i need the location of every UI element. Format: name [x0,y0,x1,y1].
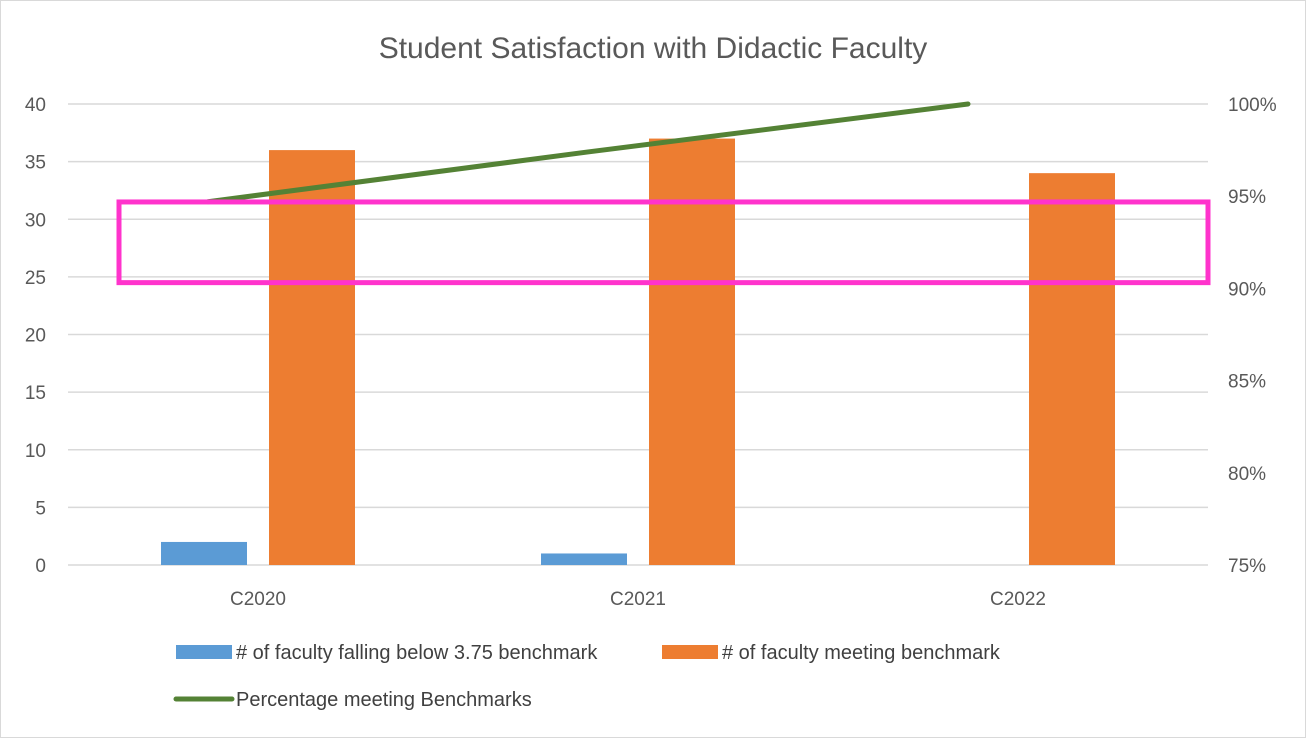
left-tick-label: 10 [25,441,46,462]
right-tick-label: 85% [1228,372,1266,393]
left-tick-label: 20 [25,326,46,347]
category-label: C2021 [610,589,666,610]
legend-label: # of faculty meeting benchmark [722,642,1001,664]
bar [161,541,247,565]
legend: # of faculty falling below 3.75 benchmar… [173,642,1001,711]
gridlines [68,103,1208,566]
right-tick-label: 80% [1228,464,1266,485]
left-tick-label: 0 [35,556,46,577]
bar [1029,173,1115,565]
category-label: C2020 [230,589,286,610]
category-label: C2022 [990,589,1046,610]
line-series [205,101,971,205]
right-tick-label: 100% [1228,95,1277,116]
right-tick-label: 75% [1228,556,1266,577]
left-tick-label: 25 [25,268,46,289]
bar-series [161,138,1115,565]
highlight-box [116,199,1211,286]
category-labels: C2020 C2021 C2022 [230,589,1046,610]
bar [649,138,735,565]
left-tick-label: 30 [25,210,46,231]
right-tick-label: 90% [1228,279,1266,300]
legend-label: # of faculty falling below 3.75 benchmar… [236,642,598,664]
legend-swatch [662,645,718,659]
left-tick-label: 5 [35,498,46,519]
bar [541,553,627,565]
chart-title: Student Satisfaction with Didactic Facul… [379,32,928,65]
left-axis-ticks: 0 5 10 15 20 25 30 35 40 [25,95,46,577]
right-axis-ticks: 75% 80% 85% 90% 95% 100% [1228,95,1277,577]
legend-label: Percentage meeting Benchmarks [236,689,532,711]
left-tick-label: 35 [25,153,46,174]
bar [269,150,355,565]
left-tick-label: 40 [25,95,46,116]
legend-swatch [176,645,232,659]
right-tick-label: 95% [1228,187,1266,208]
highlight-rectangle [116,199,1211,286]
series-line [205,101,971,205]
left-tick-label: 15 [25,383,46,404]
